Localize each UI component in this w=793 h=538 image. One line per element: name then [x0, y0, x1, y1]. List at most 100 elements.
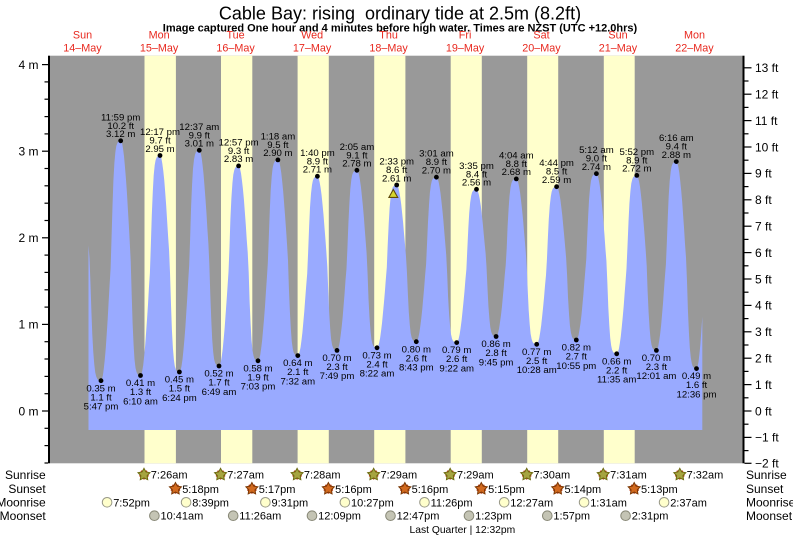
svg-text:9.0 ft: 9.0 ft [586, 154, 608, 165]
svg-text:2.4 ft: 2.4 ft [366, 359, 388, 370]
svg-text:1.7 ft: 1.7 ft [208, 378, 230, 389]
svg-text:0.70 m: 0.70 m [642, 353, 671, 364]
svg-text:5:14pm: 5:14pm [565, 484, 602, 496]
svg-text:12 ft: 12 ft [755, 88, 779, 102]
svg-text:Fri: Fri [459, 30, 472, 42]
svg-text:22–May: 22–May [675, 43, 714, 55]
svg-text:2.1 ft: 2.1 ft [287, 367, 309, 378]
svg-text:10 ft: 10 ft [755, 140, 779, 154]
svg-text:5:18pm: 5:18pm [182, 484, 219, 496]
svg-text:2.88 m: 2.88 m [662, 150, 691, 161]
svg-text:11:35 am: 11:35 am [597, 375, 636, 386]
svg-text:1:31am: 1:31am [590, 497, 627, 509]
svg-text:8.6 ft: 8.6 ft [386, 165, 408, 176]
svg-text:5:15pm: 5:15pm [488, 484, 525, 496]
svg-text:9.9 ft: 9.9 ft [189, 130, 211, 141]
svg-text:7:26am: 7:26am [151, 470, 188, 482]
svg-text:2:37am: 2:37am [670, 497, 707, 509]
svg-text:2.70 m: 2.70 m [422, 166, 451, 177]
svg-text:2.3 ft: 2.3 ft [326, 362, 348, 373]
svg-text:2.95 m: 2.95 m [145, 144, 174, 155]
svg-text:18–May: 18–May [369, 43, 408, 55]
svg-text:1:40 pm: 1:40 pm [300, 148, 335, 159]
svg-text:7:52pm: 7:52pm [113, 497, 150, 509]
svg-text:9:31pm: 9:31pm [272, 497, 309, 509]
svg-text:Wed: Wed [301, 30, 323, 42]
svg-text:20–May: 20–May [522, 43, 561, 55]
svg-text:Sun: Sun [73, 30, 92, 42]
svg-text:2.78 m: 2.78 m [342, 159, 371, 170]
svg-text:2.6 ft: 2.6 ft [446, 354, 468, 365]
svg-text:Moonset: Moonset [746, 509, 793, 523]
svg-text:0.73 m: 0.73 m [362, 350, 391, 361]
svg-text:14–May: 14–May [63, 43, 102, 55]
svg-text:8:43 pm: 8:43 pm [399, 363, 434, 374]
svg-text:8:22 am: 8:22 am [360, 369, 395, 380]
svg-text:2.8 ft: 2.8 ft [485, 348, 507, 359]
svg-text:17–May: 17–May [293, 43, 332, 55]
svg-text:0.52 m: 0.52 m [204, 369, 233, 380]
svg-text:7:29am: 7:29am [457, 470, 494, 482]
svg-text:0.86 m: 0.86 m [481, 339, 510, 350]
svg-text:Moonset: Moonset [0, 509, 46, 523]
svg-text:0.80 m: 0.80 m [402, 344, 431, 355]
svg-text:0.41 m: 0.41 m [126, 378, 155, 389]
svg-text:Moonrise: Moonrise [0, 496, 46, 510]
svg-text:0 m: 0 m [18, 404, 38, 418]
svg-text:1.3 ft: 1.3 ft [130, 387, 152, 398]
svg-text:4:04 am: 4:04 am [499, 150, 534, 161]
svg-text:3:35 pm: 3:35 pm [459, 161, 494, 172]
svg-text:Sunrise: Sunrise [746, 468, 787, 482]
svg-text:10:27pm: 10:27pm [351, 497, 394, 509]
svg-text:11 ft: 11 ft [755, 114, 778, 128]
svg-text:10.2 ft: 10.2 ft [107, 121, 134, 132]
svg-text:0.45 m: 0.45 m [165, 375, 194, 386]
svg-text:Mon: Mon [684, 30, 705, 42]
svg-text:1:57pm: 1:57pm [553, 511, 590, 523]
svg-text:6:49 am: 6:49 am [202, 387, 237, 398]
svg-text:2.61 m: 2.61 m [382, 173, 411, 184]
svg-text:Mon: Mon [149, 30, 170, 42]
svg-text:7:27am: 7:27am [227, 470, 264, 482]
svg-text:10:41am: 10:41am [161, 511, 204, 523]
svg-text:11:26pm: 11:26pm [431, 497, 473, 509]
svg-text:2:33 pm: 2:33 pm [379, 157, 414, 168]
svg-text:12:57 pm: 12:57 pm [219, 137, 259, 148]
svg-text:3 m: 3 m [18, 145, 38, 159]
svg-text:3:01 am: 3:01 am [419, 149, 454, 160]
svg-text:2 ft: 2 ft [755, 352, 772, 366]
svg-text:1 m: 1 m [18, 318, 38, 332]
svg-text:13 ft: 13 ft [755, 61, 779, 75]
svg-text:7:49 pm: 7:49 pm [320, 371, 355, 382]
svg-text:7:03 pm: 7:03 pm [241, 382, 276, 393]
svg-text:7:31am: 7:31am [610, 470, 647, 482]
svg-text:5 ft: 5 ft [755, 272, 772, 286]
svg-text:0.77 m: 0.77 m [522, 347, 551, 358]
svg-text:7:32 am: 7:32 am [280, 376, 315, 387]
svg-text:5:17pm: 5:17pm [259, 484, 296, 496]
svg-text:Sunset: Sunset [746, 482, 784, 496]
svg-text:7:30am: 7:30am [534, 470, 571, 482]
svg-text:1.6 ft: 1.6 ft [686, 380, 708, 391]
svg-text:5:16pm: 5:16pm [412, 484, 449, 496]
svg-text:10:28 am: 10:28 am [517, 365, 557, 376]
svg-text:7:28am: 7:28am [304, 470, 341, 482]
svg-text:4 m: 4 m [18, 58, 38, 72]
svg-text:9.1 ft: 9.1 ft [346, 150, 368, 161]
svg-text:1.1 ft: 1.1 ft [90, 392, 112, 403]
svg-text:0 ft: 0 ft [755, 404, 772, 418]
svg-text:9.7 ft: 9.7 ft [149, 136, 171, 147]
svg-text:Tue: Tue [226, 30, 244, 42]
svg-text:0.64 m: 0.64 m [283, 358, 312, 369]
svg-text:2.5 ft: 2.5 ft [526, 356, 548, 367]
svg-text:6:16 am: 6:16 am [659, 133, 694, 144]
svg-text:7:32am: 7:32am [687, 470, 724, 482]
svg-text:2.74 m: 2.74 m [582, 162, 611, 173]
svg-text:12:47pm: 12:47pm [397, 511, 440, 523]
svg-text:8.9 ft: 8.9 ft [307, 156, 329, 167]
svg-text:1.5 ft: 1.5 ft [169, 384, 191, 395]
svg-text:4 ft: 4 ft [755, 299, 772, 313]
svg-text:7 ft: 7 ft [755, 220, 772, 234]
svg-text:6 ft: 6 ft [755, 246, 772, 260]
svg-text:2:31pm: 2:31pm [632, 511, 669, 523]
